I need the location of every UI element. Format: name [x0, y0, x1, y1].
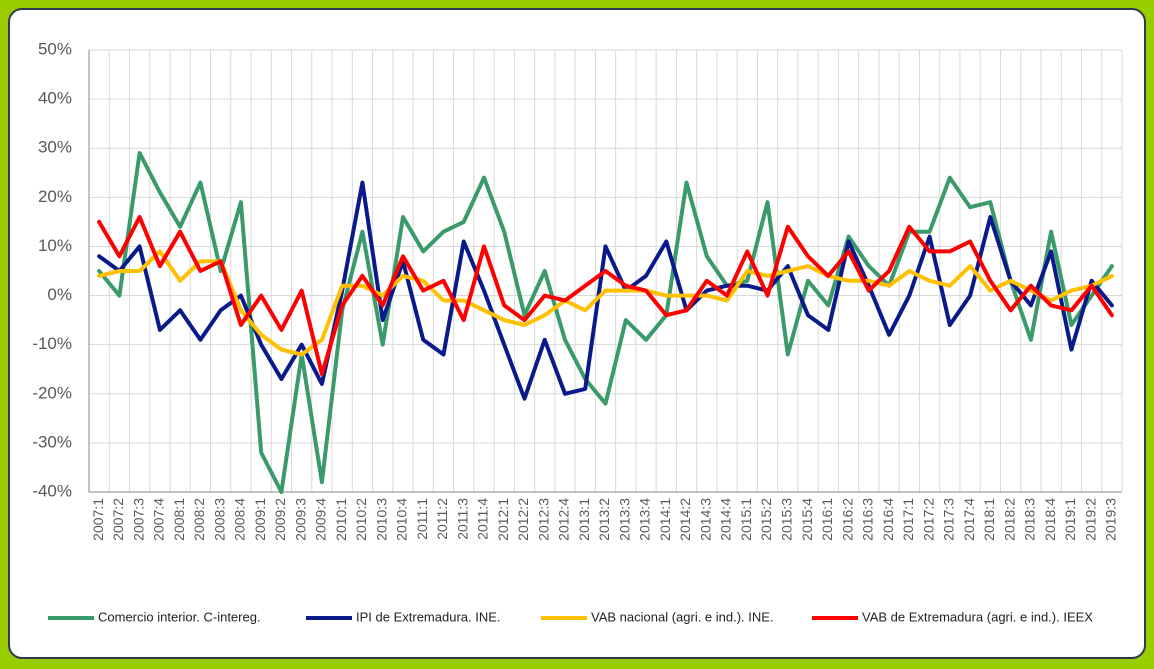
x-tick-label: 2018:4	[1042, 498, 1058, 541]
x-tick-label: 2009:2	[272, 498, 288, 541]
x-tick-label: 2007:3	[130, 498, 146, 541]
x-tick-label: 2013:1	[576, 498, 592, 541]
line-series	[97, 215, 1114, 377]
x-tick-label: 2009:4	[313, 498, 329, 541]
x-tick-label: 2008:1	[171, 498, 187, 541]
line-series	[97, 249, 1114, 357]
y-tick-label: -10%	[32, 334, 72, 353]
x-tick-label: 2016:1	[819, 498, 835, 541]
x-tick-label: 2012:1	[495, 498, 511, 541]
y-tick-label: 0%	[47, 285, 72, 304]
x-tick-label: 2007:4	[151, 498, 167, 541]
line-series	[97, 151, 1114, 494]
x-tick-label: 2014:1	[657, 498, 673, 541]
x-tick-label: 2017:4	[961, 498, 977, 541]
line-series	[97, 180, 1114, 401]
x-tick-label: 2015:3	[778, 498, 794, 541]
x-tick-label: 2019:2	[1082, 498, 1098, 541]
x-tick-label: 2015:1	[738, 498, 754, 541]
x-tick-label: 2010:1	[333, 498, 349, 541]
x-tick-label: 2012:4	[556, 498, 572, 541]
y-tick-label: -20%	[32, 383, 72, 402]
x-tick-label: 2008:3	[211, 498, 227, 541]
x-tick-label: 2013:3	[616, 498, 632, 541]
y-tick-label: 40%	[38, 89, 72, 108]
legend-label: VAB de Extremadura (agri. e ind.). IEEX	[862, 609, 1093, 624]
x-tick-label: 2017:1	[900, 498, 916, 541]
x-tick-label: 2019:1	[1062, 498, 1078, 541]
x-tick-label: 2010:3	[373, 498, 389, 541]
x-tick-label: 2017:3	[941, 498, 957, 541]
y-tick-label: 50%	[38, 39, 72, 58]
x-tick-label: 2015:4	[799, 498, 815, 541]
x-tick-label: 2018:2	[1001, 498, 1017, 541]
x-tick-label: 2016:4	[880, 498, 896, 541]
x-tick-label: 2018:3	[1022, 498, 1038, 541]
x-tick-label: 2007:1	[90, 498, 106, 541]
x-tick-label: 2017:2	[920, 498, 936, 541]
x-tick-label: 2014:3	[697, 498, 713, 541]
x-tick-label: 2011:2	[434, 498, 450, 540]
x-tick-label: 2010:4	[394, 498, 410, 541]
x-tick-label: 2007:2	[110, 498, 126, 541]
x-tick-label: 2009:3	[292, 498, 308, 541]
x-tick-label: 2011:3	[454, 498, 470, 540]
x-tick-label: 2013:2	[596, 498, 612, 541]
x-tick-label: 2010:2	[353, 498, 369, 541]
y-tick-label: -30%	[32, 432, 72, 451]
x-tick-label: 2008:4	[232, 498, 248, 541]
y-tick-label: 30%	[38, 138, 72, 157]
y-tick-label: 10%	[38, 236, 72, 255]
x-tick-label: 2018:1	[981, 498, 997, 541]
y-tick-label: -40%	[32, 481, 72, 500]
x-tick-label: 2019:3	[1103, 498, 1119, 541]
x-tick-label: 2008:2	[191, 498, 207, 541]
x-tick-label: 2012:3	[535, 498, 551, 541]
y-tick-label: 20%	[38, 187, 72, 206]
x-tick-label: 2012:2	[515, 498, 531, 541]
x-tick-label: 2016:2	[839, 498, 855, 541]
x-tick-label: 2016:3	[860, 498, 876, 541]
legend-label: IPI de Extremadura. INE.	[356, 609, 501, 624]
x-tick-label: 2014:4	[718, 498, 734, 541]
legend-label: VAB nacional (agri. e ind.). INE.	[591, 609, 774, 624]
x-tick-label: 2014:2	[677, 498, 693, 541]
x-tick-label: 2011:1	[414, 498, 430, 540]
legend-label: Comercio interior. C-intereg.	[98, 609, 261, 624]
x-tick-label: 2015:2	[758, 498, 774, 541]
x-tick-label: 2009:1	[252, 498, 268, 541]
x-tick-label: 2011:4	[475, 498, 491, 540]
x-tick-label: 2013:4	[637, 498, 653, 541]
